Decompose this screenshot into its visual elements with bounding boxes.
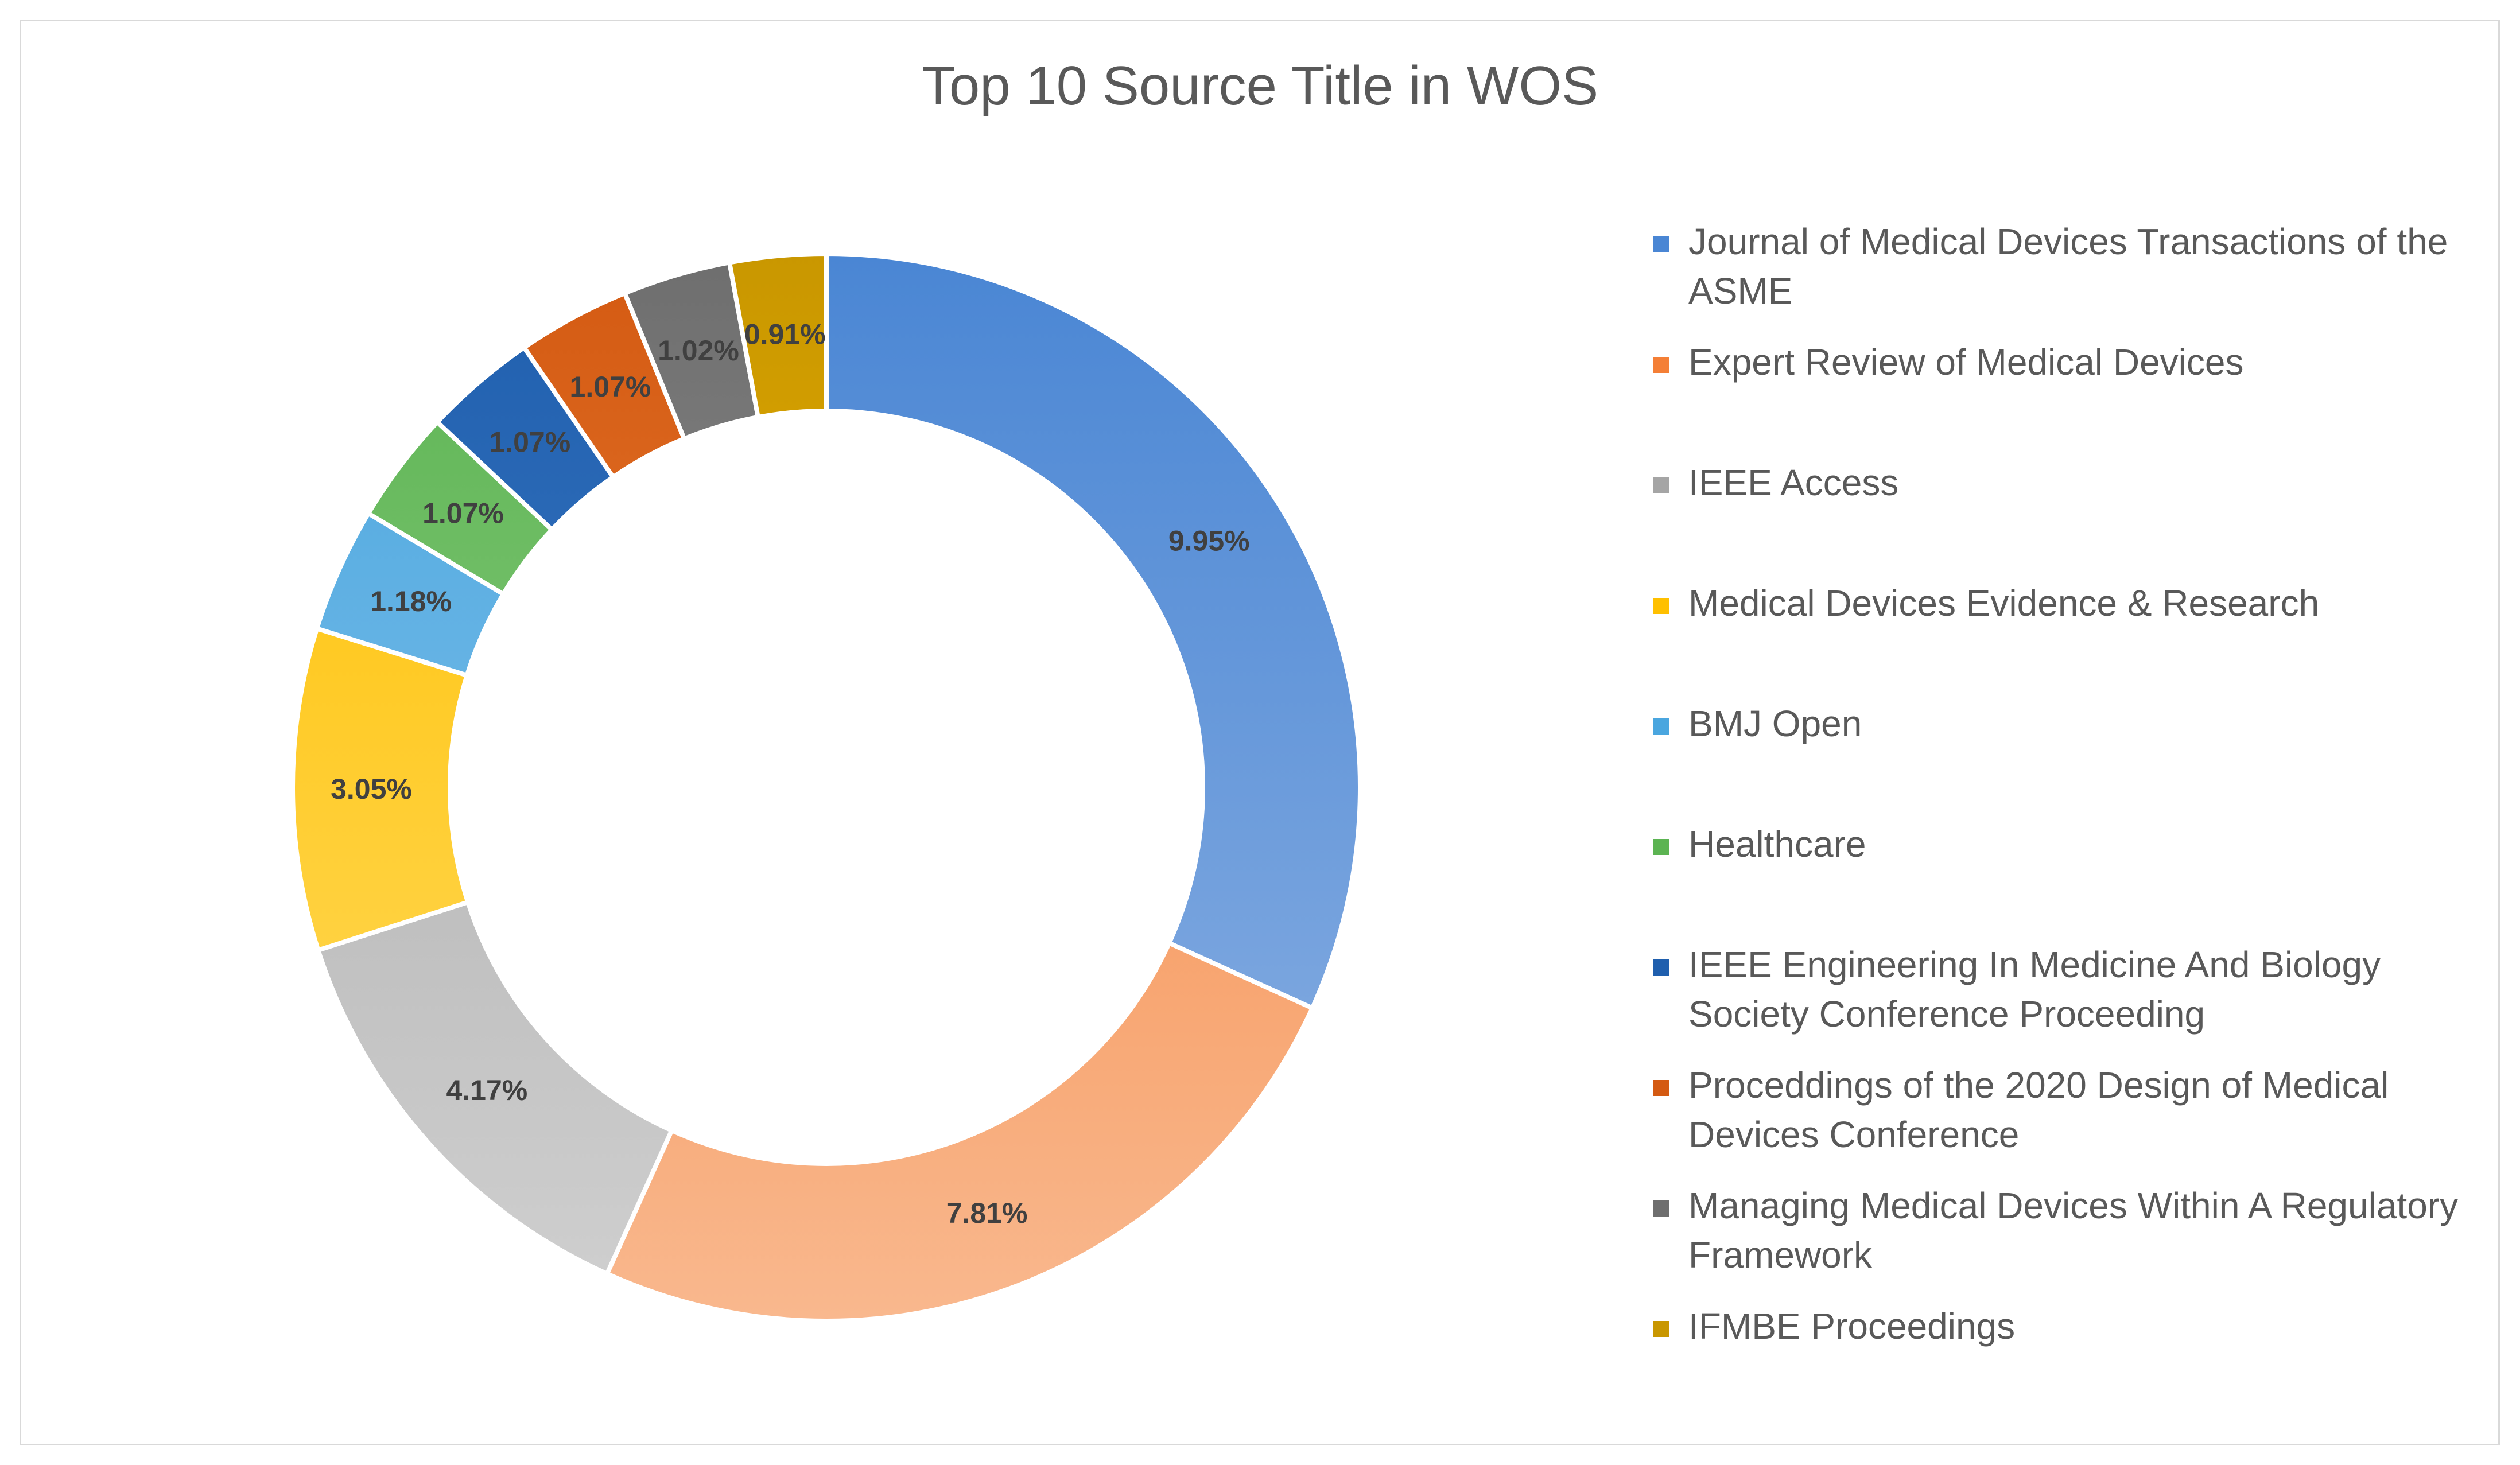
legend-swatch [1653, 839, 1669, 855]
legend-swatch [1653, 357, 1669, 373]
data-label-2: 7.81% [946, 1197, 1028, 1229]
legend-label: IFMBE Proceedings [1688, 1301, 2015, 1351]
legend-label: Journal of Medical Devices Transactions … [1688, 217, 2448, 316]
legend-label-line: Healthcare [1688, 823, 1866, 865]
data-label-9: 1.02% [658, 335, 739, 367]
legend-item[interactable]: Expert Review of Medical Devices [1653, 337, 2491, 387]
legend-swatch [1653, 477, 1669, 493]
legend-label: Healthcare [1688, 819, 1866, 869]
legend-label-line: IFMBE Proceedings [1688, 1305, 2016, 1347]
data-label-7: 1.07% [489, 426, 570, 458]
donut-data-labels: 9.95%7.81%4.17%3.05%1.18%1.07%1.07%1.07%… [331, 318, 1249, 1229]
chart-title: Top 10 Source Title in WOS [921, 55, 1599, 116]
legend-swatch [1653, 959, 1669, 976]
legend-swatch [1653, 1200, 1669, 1217]
legend-swatch [1653, 1080, 1669, 1096]
donut-slice-3[interactable] [315, 899, 675, 1277]
legend-item[interactable]: Healthcare [1653, 819, 2491, 869]
donut-slice-2[interactable] [604, 940, 1315, 1323]
legend-item[interactable]: IEEE Engineering In Medicine And Biology… [1653, 940, 2491, 1039]
data-label-6: 1.07% [422, 497, 504, 529]
legend-item[interactable]: IEEE Access [1653, 458, 2491, 507]
donut-slice-10[interactable] [727, 251, 829, 420]
legend-label: Expert Review of Medical Devices [1688, 337, 2243, 387]
legend-item[interactable]: Managing Medical Devices Within A Regula… [1653, 1181, 2491, 1280]
donut-slices [290, 251, 1362, 1323]
legend-label-line: Expert Review of Medical Devices [1688, 341, 2244, 383]
legend-swatch [1653, 598, 1669, 614]
legend-label: Proceddings of the 2020 Design of Medica… [1688, 1060, 2389, 1159]
legend-label-line: IEEE Engineering In Medicine And Biology [1688, 944, 2381, 985]
legend-item[interactable]: Medical Devices Evidence & Research [1653, 578, 2491, 628]
legend-label: Managing Medical Devices Within A Regula… [1688, 1181, 2458, 1280]
data-label-10: 0.91% [744, 318, 826, 350]
legend-label-line: IEEE Access [1688, 462, 1899, 503]
legend-item[interactable]: IFMBE Proceedings [1653, 1301, 2491, 1351]
legend-label: Medical Devices Evidence & Research [1688, 578, 2319, 628]
legend-label-line: BMJ Open [1688, 703, 1862, 744]
legend-label-line: Society Conference Proceeding [1688, 993, 2206, 1035]
legend-swatch [1653, 1321, 1669, 1337]
legend-label: IEEE Access [1688, 458, 1898, 507]
legend-item[interactable]: Proceddings of the 2020 Design of Medica… [1653, 1060, 2491, 1159]
legend-item[interactable]: Journal of Medical Devices Transactions … [1653, 217, 2491, 316]
legend-label-line: ASME [1688, 270, 1793, 312]
legend-swatch [1653, 718, 1669, 735]
legend-label-line: Proceddings of the 2020 Design of Medica… [1688, 1064, 2389, 1106]
data-label-4: 3.05% [331, 773, 412, 805]
data-label-5: 1.18% [370, 585, 452, 617]
legend-label-line: Framework [1688, 1234, 1873, 1276]
donut-slice-1[interactable] [824, 251, 1362, 1012]
legend-label-line: Devices Conference [1688, 1114, 2020, 1155]
legend-swatch [1653, 236, 1669, 252]
legend-label: BMJ Open [1688, 699, 1862, 748]
legend-label: IEEE Engineering In Medicine And Biology… [1688, 940, 2381, 1039]
legend-label-line: Journal of Medical Devices Transactions … [1688, 221, 2448, 262]
data-label-3: 4.17% [446, 1074, 527, 1106]
legend-label-line: Managing Medical Devices Within A Regula… [1688, 1185, 2459, 1226]
data-label-8: 1.07% [570, 371, 651, 403]
legend-item[interactable]: BMJ Open [1653, 699, 2491, 748]
data-label-1: 9.95% [1168, 525, 1250, 557]
legend-label-line: Medical Devices Evidence & Research [1688, 582, 2320, 624]
